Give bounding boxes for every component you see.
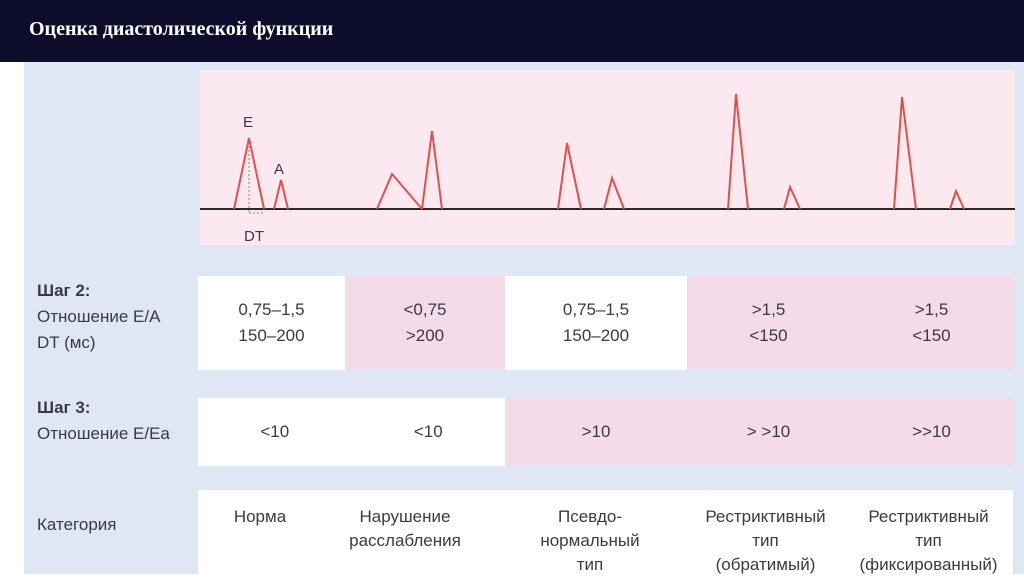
wave-restr1-a — [783, 184, 801, 210]
wave-restr2-e — [893, 96, 917, 210]
category-row — [198, 490, 1013, 574]
step3-cell-normal-relax: <10 <10 — [198, 398, 505, 466]
category-line: (обратимый) — [715, 555, 816, 574]
step3-label: Шаг 3: Отношение E/Ea — [37, 395, 170, 447]
wave-pseudo-a — [603, 174, 625, 210]
step3-cell-restr2: >>10 — [850, 398, 1013, 466]
category-line: тип — [752, 531, 779, 550]
step2-label: Шаг 2: Отношение E/A DT (мс) — [37, 278, 160, 356]
category-restr1: Рестриктивный тип (обратимый) — [687, 505, 844, 577]
page-title: Оценка диастолической функции — [29, 18, 334, 40]
label-dt: DT — [244, 228, 264, 245]
step2-line1: Отношение E/A — [37, 307, 161, 326]
category-relax: Нарушение расслабления — [325, 505, 485, 553]
category-line: нормальный — [540, 531, 640, 550]
wave-relax-a — [421, 130, 443, 210]
step3-title: Шаг 3: — [37, 398, 91, 417]
label-a: A — [274, 161, 284, 178]
step2-ea-value: <0,75 — [403, 300, 447, 319]
step2-dt-value: 150–200 — [562, 326, 630, 345]
category-restr2: Рестриктивный тип (фиксированный) — [850, 505, 1007, 577]
label-e: E — [243, 114, 253, 131]
doppler-waveforms: E A DT — [200, 93, 1015, 245]
step3-cell-restr1: > >10 — [687, 398, 850, 466]
step2-title: Шаг 2: — [37, 281, 91, 300]
step3-cell-pseudo: >10 — [505, 398, 687, 466]
title-bar: Оценка диастолической функции — [0, 0, 1024, 62]
step3-value: > >10 — [746, 422, 791, 441]
category-line: Рестриктивный — [868, 507, 989, 526]
category-pseudo: Псевдо- нормальный тип — [505, 505, 675, 577]
step3-value: <10 — [260, 422, 290, 441]
step3-value: >10 — [581, 422, 611, 441]
step3-value: <10 — [413, 422, 443, 441]
step2-cell-relax: <0,75 >200 — [345, 276, 505, 370]
wave-normal-a — [273, 179, 289, 210]
category-line: Нарушение — [359, 507, 451, 526]
step2-dt-value: >200 — [405, 326, 445, 345]
category-line: (фиксированный) — [859, 555, 998, 574]
wave-relax-e — [376, 172, 423, 210]
step2-cell-restr2: >1,5 <150 — [850, 276, 1013, 370]
step2-line2: DT (мс) — [37, 333, 96, 352]
step2-dt-value: 150–200 — [238, 326, 305, 345]
category-line: тип — [915, 531, 942, 550]
category-line: тип — [576, 555, 604, 574]
step3-value: >>10 — [912, 422, 951, 441]
step2-dt-value: <150 — [749, 326, 788, 345]
category-line: расслабления — [349, 531, 461, 550]
wave-restr1-e — [727, 93, 749, 210]
step2-ea-value: 0,75–1,5 — [562, 300, 630, 319]
step2-ea-value: >1,5 — [751, 300, 786, 319]
category-normal: Норма — [198, 505, 322, 529]
step2-cell-normal: 0,75–1,5 150–200 — [198, 276, 345, 370]
category-line: Рестриктивный — [705, 507, 826, 526]
step2-dt-value: <150 — [912, 326, 951, 345]
category-label: Категория — [37, 515, 117, 534]
category-line: Норма — [233, 507, 287, 526]
wave-restr2-a — [949, 188, 965, 210]
wave-pseudo-e — [557, 142, 582, 210]
step2-ea-value: 0,75–1,5 — [238, 300, 305, 319]
step2-cell-pseudo: 0,75–1,5 150–200 — [505, 276, 687, 370]
doppler-waveform-panel: E A DT — [200, 70, 1015, 245]
step2-ea-value: >1,5 — [914, 300, 949, 319]
step2-cell-restr1: >1,5 <150 — [687, 276, 850, 370]
category-line: Псевдо- — [557, 507, 623, 526]
step3-line1: Отношение E/Ea — [37, 424, 170, 443]
